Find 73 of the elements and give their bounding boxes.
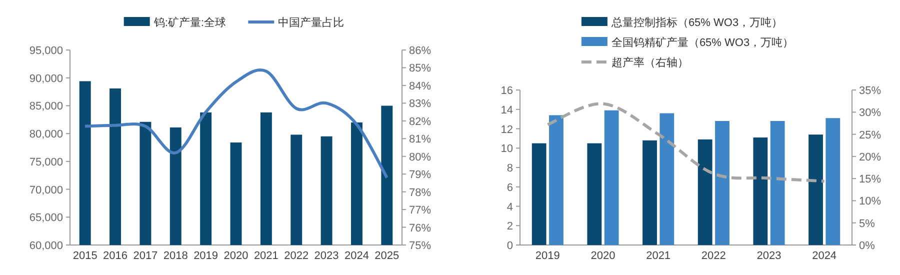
y-tick-label: 80,000 — [29, 128, 63, 141]
bar — [715, 121, 730, 245]
x-tick-label: 2019 — [194, 250, 218, 262]
x-tick-label: 2022 — [701, 250, 726, 262]
y-tick-label: 2 — [506, 220, 513, 233]
bar — [549, 115, 564, 245]
y-tick-label: 75,000 — [29, 156, 63, 168]
bar — [808, 134, 823, 245]
y2-tick-label: 83% — [409, 98, 432, 110]
y2-tick-label: 77% — [409, 204, 432, 217]
bar — [587, 143, 602, 245]
y-tick-label: 16 — [500, 85, 513, 97]
bar — [642, 140, 657, 245]
y2-tick-label: 25% — [859, 129, 882, 142]
x-tick-label: 2015 — [72, 250, 98, 262]
y2-tick-label: 78% — [409, 186, 432, 199]
y2-tick-label: 15% — [859, 174, 882, 186]
y2-tick-label: 86% — [409, 45, 432, 57]
x-tick-label: 2021 — [646, 250, 671, 262]
y2-tick-label: 84% — [409, 80, 432, 92]
bar — [698, 139, 712, 245]
y-tick-label: 10 — [500, 143, 513, 156]
line-series — [84, 68, 388, 180]
y2-tick-label: 80% — [409, 151, 432, 164]
y-tick-label: 0 — [506, 240, 513, 252]
legend-label: 总量控制指标（65% WO3，万吨） — [610, 16, 783, 29]
y-tick-label: 4 — [506, 201, 513, 214]
y2-tick-label: 82% — [409, 116, 432, 128]
bar — [604, 110, 619, 245]
y2-tick-label: 75% — [409, 240, 432, 252]
bar — [660, 113, 674, 245]
y2-tick-label: 20% — [859, 151, 882, 164]
y2-tick-label: 79% — [409, 169, 432, 182]
y2-tick-label: 76% — [409, 222, 432, 234]
y-tick-label: 85,000 — [29, 100, 63, 113]
y2-tick-label: 5% — [859, 218, 876, 230]
y2-tick-label: 0% — [859, 240, 876, 252]
y2-tick-label: 10% — [859, 196, 882, 208]
x-tick-label: 2023 — [756, 250, 782, 262]
x-tick-label: 2021 — [254, 250, 278, 262]
bar — [753, 137, 768, 245]
y-tick-label: 14 — [500, 104, 513, 116]
y2-tick-label: 81% — [409, 134, 432, 146]
y-tick-label: 90,000 — [29, 72, 63, 85]
x-tick-label: 2024 — [344, 250, 369, 262]
y-tick-label: 70,000 — [29, 184, 63, 196]
y-tick-label: 6 — [506, 182, 513, 194]
y2-tick-label: 30% — [859, 107, 882, 120]
x-tick-label: 2020 — [224, 250, 248, 262]
y2-tick-label: 85% — [409, 62, 432, 75]
legend-label: 钨:矿产量:全球 — [152, 16, 226, 29]
y-tick-label: 65,000 — [29, 212, 63, 224]
line-series — [546, 102, 826, 183]
bar — [770, 121, 785, 245]
x-tick-label: 2018 — [163, 250, 188, 262]
x-tick-label: 2016 — [103, 250, 128, 262]
legend-label: 超产率（右轴） — [611, 56, 688, 69]
y-tick-label: 8 — [506, 162, 513, 174]
bar — [532, 143, 546, 245]
x-tick-label: 2017 — [133, 250, 158, 262]
y-tick-label: 60,000 — [29, 240, 63, 252]
x-tick-label: 2019 — [535, 250, 560, 262]
legend-label: 中国产量占比 — [278, 16, 344, 29]
x-tick-label: 2022 — [284, 250, 309, 262]
y-tick-label: 95,000 — [29, 45, 63, 57]
y2-tick-label: 35% — [859, 85, 882, 97]
x-tick-label: 2025 — [374, 250, 400, 262]
x-tick-label: 2023 — [314, 250, 339, 262]
bar — [826, 118, 840, 245]
legend-label: 全国钨精矿产量（65% WO3，万吨） — [611, 36, 794, 49]
x-tick-label: 2020 — [590, 250, 616, 262]
x-tick-label: 2024 — [812, 250, 837, 262]
y-tick-label: 12 — [500, 124, 513, 136]
